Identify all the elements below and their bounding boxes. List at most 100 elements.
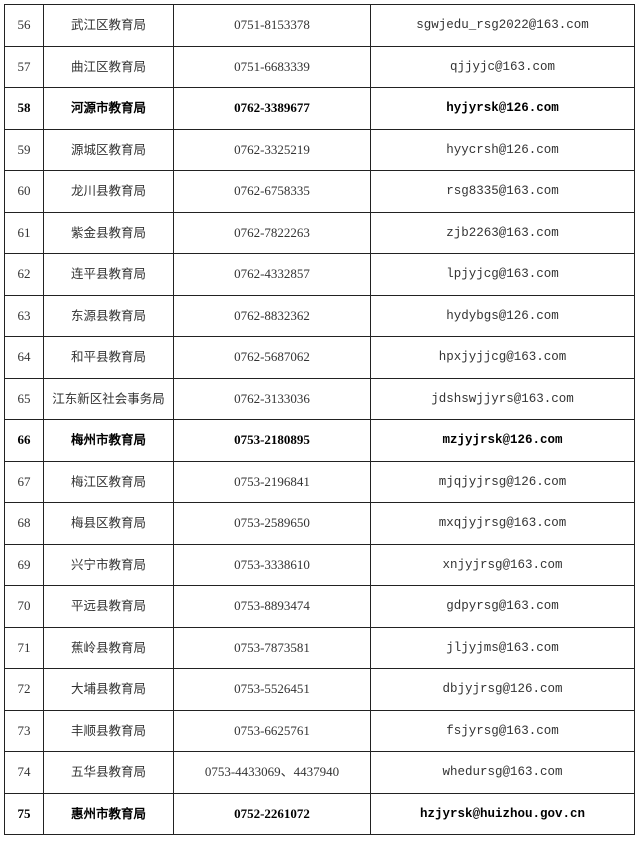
email-address: zjb2263@163.com — [370, 211, 635, 254]
email-address: qjjyjc@163.com — [370, 45, 635, 88]
table-row: 70 平远县教育局 0753-8893474 gdpyrsg@163.com — [4, 585, 635, 628]
contact-table: 56 武江区教育局 0751-8153378 sgwjedu_rsg2022@163.… — [4, 4, 635, 835]
org-name: 紫金县教育局 — [43, 211, 174, 254]
row-number: 66 — [4, 419, 44, 462]
phone-number: 0762-7822263 — [173, 211, 371, 254]
table-row: 61 紫金县教育局 0762-7822263 zjb2263@163.com — [4, 211, 635, 254]
row-number: 64 — [4, 336, 44, 379]
phone-number: 0753-8893474 — [173, 585, 371, 628]
phone-number: 0762-8832362 — [173, 294, 371, 337]
table-row: 67 梅江区教育局 0753-2196841 mjqjyjrsg@126.com — [4, 460, 635, 503]
row-number: 65 — [4, 377, 44, 420]
phone-number: 0753-2196841 — [173, 460, 371, 503]
phone-number: 0753-2589650 — [173, 502, 371, 545]
table-row: 66 梅州市教育局 0753-2180895 mzjyjrsk@126.com — [4, 419, 635, 462]
table-row: 59 源城区教育局 0762-3325219 hyycrsh@126.com — [4, 128, 635, 171]
table-row: 68 梅县区教育局 0753-2589650 mxqjyjrsg@163.com — [4, 502, 635, 545]
phone-number: 0762-6758335 — [173, 170, 371, 213]
phone-number: 0762-3325219 — [173, 128, 371, 171]
org-name: 大埔县教育局 — [43, 668, 174, 711]
phone-number: 0762-3133036 — [173, 377, 371, 420]
org-name: 源城区教育局 — [43, 128, 174, 171]
row-number: 59 — [4, 128, 44, 171]
org-name: 丰顺县教育局 — [43, 709, 174, 752]
row-number: 63 — [4, 294, 44, 337]
email-address: whedursg@163.com — [370, 751, 635, 794]
row-number: 56 — [4, 4, 44, 47]
table-row: 65 江东新区社会事务局 0762-3133036 jdshswjjyrs@163.c… — [4, 377, 635, 420]
org-name: 东源县教育局 — [43, 294, 174, 337]
row-number: 68 — [4, 502, 44, 545]
phone-number: 0752-2261072 — [173, 792, 371, 835]
org-name: 五华县教育局 — [43, 751, 174, 794]
row-number: 67 — [4, 460, 44, 503]
phone-number: 0753-4433069、4437940 — [173, 751, 371, 794]
email-address: mjqjyjrsg@126.com — [370, 460, 635, 503]
email-address: hpxjyjjcg@163.com — [370, 336, 635, 379]
org-name: 武江区教育局 — [43, 4, 174, 47]
org-name: 平远县教育局 — [43, 585, 174, 628]
phone-number: 0753-6625761 — [173, 709, 371, 752]
table-row: 63 东源县教育局 0762-8832362 hydybgs@126.com — [4, 294, 635, 337]
email-address: fsjyrsg@163.com — [370, 709, 635, 752]
email-address: hyjyrsk@126.com — [370, 87, 635, 130]
org-name: 蕉岭县教育局 — [43, 626, 174, 669]
contact-table-body: 56 武江区教育局 0751-8153378 sgwjedu_rsg2022@163.… — [4, 4, 635, 835]
email-address: mxqjyjrsg@163.com — [370, 502, 635, 545]
org-name: 河源市教育局 — [43, 87, 174, 130]
phone-number: 0751-8153378 — [173, 4, 371, 47]
email-address: hzjyrsk@huizhou.gov.cn — [370, 792, 635, 835]
org-name: 连平县教育局 — [43, 253, 174, 296]
org-name: 惠州市教育局 — [43, 792, 174, 835]
table-row: 57 曲江区教育局 0751-6683339 qjjyjc@163.com — [4, 45, 635, 88]
org-name: 梅州市教育局 — [43, 419, 174, 462]
row-number: 61 — [4, 211, 44, 254]
email-address: rsg8335@163.com — [370, 170, 635, 213]
table-row: 56 武江区教育局 0751-8153378 sgwjedu_rsg2022@163.… — [4, 4, 635, 47]
phone-number: 0753-3338610 — [173, 543, 371, 586]
row-number: 69 — [4, 543, 44, 586]
email-address: jdshswjjyrs@163.com — [370, 377, 635, 420]
phone-number: 0751-6683339 — [173, 45, 371, 88]
table-row: 58 河源市教育局 0762-3389677 hyjyrsk@126.com — [4, 87, 635, 130]
phone-number: 0762-3389677 — [173, 87, 371, 130]
table-row: 73 丰顺县教育局 0753-6625761 fsjyrsg@163.com — [4, 709, 635, 752]
table-row: 72 大埔县教育局 0753-5526451 dbjyjrsg@126.com — [4, 668, 635, 711]
org-name: 和平县教育局 — [43, 336, 174, 379]
table-row: 69 兴宁市教育局 0753-3338610 xnjyjrsg@163.com — [4, 543, 635, 586]
phone-number: 0753-7873581 — [173, 626, 371, 669]
row-number: 70 — [4, 585, 44, 628]
email-address: hydybgs@126.com — [370, 294, 635, 337]
row-number: 75 — [4, 792, 44, 835]
email-address: hyycrsh@126.com — [370, 128, 635, 171]
table-row: 71 蕉岭县教育局 0753-7873581 jljyjms@163.com — [4, 626, 635, 669]
org-name: 江东新区社会事务局 — [43, 377, 174, 420]
email-address: dbjyjrsg@126.com — [370, 668, 635, 711]
table-row: 75 惠州市教育局 0752-2261072 hzjyrsk@huizhou.gov.… — [4, 792, 635, 835]
email-address: gdpyrsg@163.com — [370, 585, 635, 628]
row-number: 58 — [4, 87, 44, 130]
row-number: 74 — [4, 751, 44, 794]
email-address: xnjyjrsg@163.com — [370, 543, 635, 586]
org-name: 曲江区教育局 — [43, 45, 174, 88]
phone-number: 0753-5526451 — [173, 668, 371, 711]
email-address: sgwjedu_rsg2022@163.com — [370, 4, 635, 47]
row-number: 62 — [4, 253, 44, 296]
row-number: 71 — [4, 626, 44, 669]
phone-number: 0753-2180895 — [173, 419, 371, 462]
email-address: lpjyjcg@163.com — [370, 253, 635, 296]
row-number: 72 — [4, 668, 44, 711]
row-number: 57 — [4, 45, 44, 88]
phone-number: 0762-4332857 — [173, 253, 371, 296]
table-row: 74 五华县教育局 0753-4433069、4437940 whedursg@163… — [4, 751, 635, 794]
email-address: mzjyjrsk@126.com — [370, 419, 635, 462]
table-row: 60 龙川县教育局 0762-6758335 rsg8335@163.com — [4, 170, 635, 213]
table-row: 62 连平县教育局 0762-4332857 lpjyjcg@163.com — [4, 253, 635, 296]
org-name: 梅县区教育局 — [43, 502, 174, 545]
table-row: 64 和平县教育局 0762-5687062 hpxjyjjcg@163.com — [4, 336, 635, 379]
org-name: 兴宁市教育局 — [43, 543, 174, 586]
org-name: 梅江区教育局 — [43, 460, 174, 503]
row-number: 73 — [4, 709, 44, 752]
row-number: 60 — [4, 170, 44, 213]
email-address: jljyjms@163.com — [370, 626, 635, 669]
